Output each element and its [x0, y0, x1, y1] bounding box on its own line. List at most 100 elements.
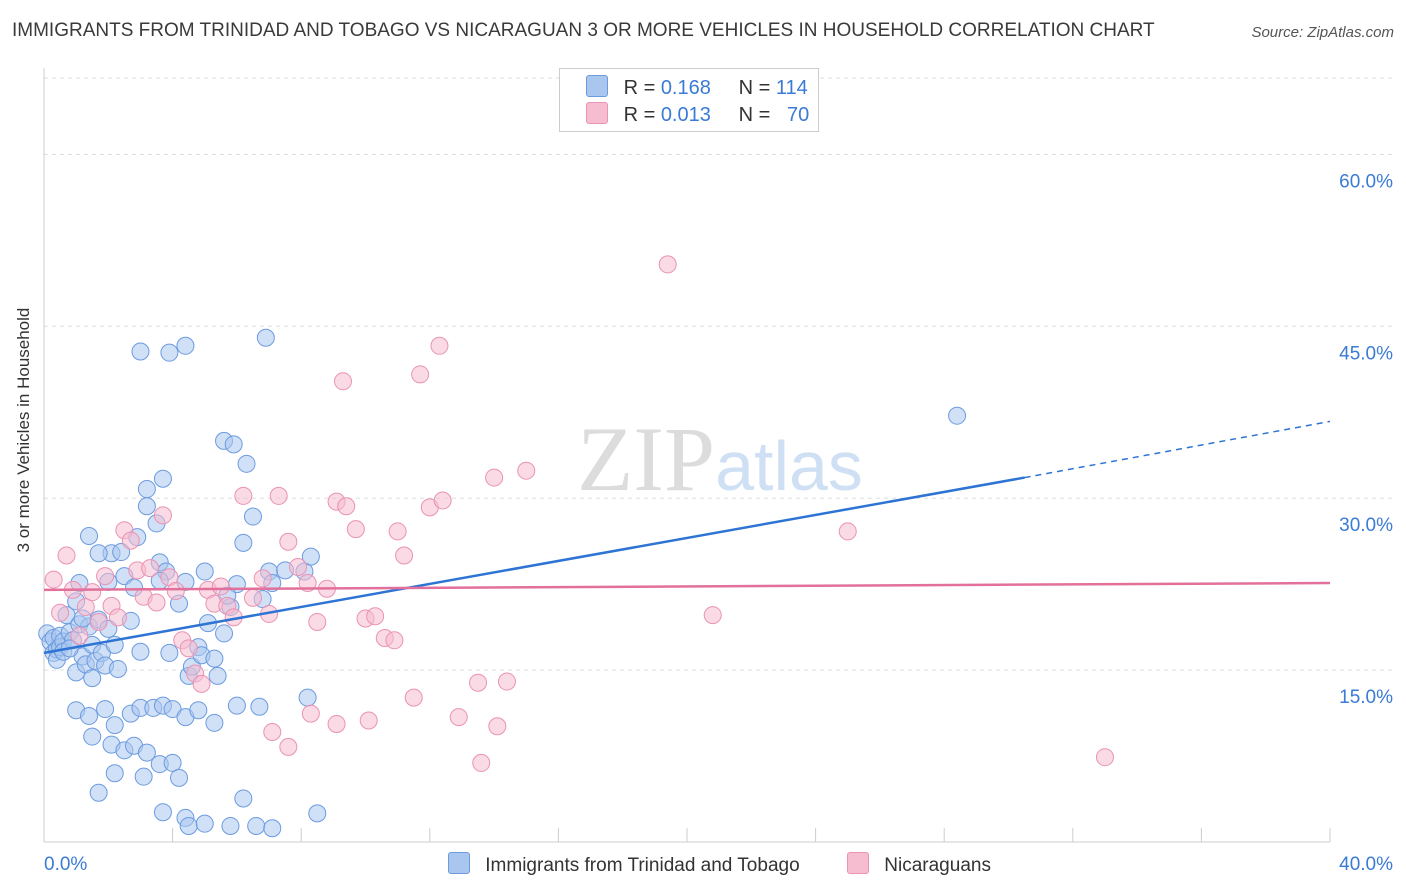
point-trinidad	[234, 789, 253, 808]
point-nicaraguan	[517, 461, 536, 480]
point-nicaraguan	[388, 522, 407, 541]
point-trinidad	[131, 342, 150, 361]
point-nicaraguan	[279, 532, 298, 551]
point-trinidad	[83, 727, 102, 746]
watermark: ZIPatlas	[577, 408, 863, 510]
point-trinidad	[137, 743, 156, 762]
point-nicaraguan	[395, 546, 414, 565]
point-nicaraguan	[337, 497, 356, 516]
point-trinidad	[308, 804, 327, 823]
point-trinidad	[948, 406, 967, 425]
point-nicaraguan	[263, 722, 282, 741]
trend-lines	[43, 420, 1331, 655]
point-trinidad	[176, 336, 195, 355]
point-nicaraguan	[485, 468, 504, 487]
point-trinidad	[83, 669, 102, 688]
point-trinidad	[205, 713, 224, 732]
source-label: Source: ZipAtlas.com	[1251, 24, 1394, 41]
y-tick-label: 60.0%	[1339, 171, 1393, 192]
point-trinidad	[89, 783, 108, 802]
point-nicaraguan	[153, 506, 172, 525]
point-trinidad	[195, 814, 214, 833]
axes	[43, 68, 1331, 843]
bottom-legend-swatch-blue	[448, 852, 470, 874]
point-nicaraguan	[253, 569, 272, 588]
point-trinidad	[80, 706, 99, 725]
point-trinidad	[112, 543, 131, 562]
point-trinidad	[96, 700, 115, 719]
legend-r-label-1: R =	[623, 77, 656, 99]
legend-r-value-1: 0.168	[660, 77, 711, 99]
point-nicaraguan	[488, 717, 507, 736]
point-trinidad	[131, 642, 150, 661]
point-nicaraguan	[76, 598, 95, 617]
point-trinidad	[153, 469, 172, 488]
point-nicaraguan	[359, 711, 378, 730]
point-nicaraguan	[288, 557, 307, 576]
chart-title: IMMIGRANTS FROM TRINIDAD AND TOBAGO VS N…	[12, 20, 1155, 41]
bottom-legend-item-nicaraguans[interactable]: Nicaraguans	[847, 852, 991, 877]
point-nicaraguan	[385, 631, 404, 650]
point-trinidad	[108, 659, 127, 678]
point-nicaraguan	[404, 688, 423, 707]
point-nicaraguan	[430, 336, 449, 355]
legend-swatch-blue	[586, 75, 608, 97]
point-nicaraguan	[234, 486, 253, 505]
point-nicaraguan	[308, 612, 327, 631]
point-trinidad	[137, 497, 156, 516]
stats-legend: R = 0.168 N = 114 R = 0.013 N = 70	[559, 68, 819, 132]
point-nicaraguan	[497, 672, 516, 691]
tick-labels: 15.0% 30.0% 45.0% 60.0% 0.0% 40.0%	[44, 171, 1393, 875]
point-nicaraguan	[211, 577, 230, 596]
point-trinidad	[89, 544, 108, 563]
data-points	[38, 255, 1114, 838]
point-nicaraguan	[333, 372, 352, 391]
grid-lines	[44, 77, 1392, 671]
point-trinidad	[208, 666, 227, 685]
point-nicaraguan	[703, 606, 722, 625]
point-nicaraguan	[166, 582, 185, 601]
point-trinidad	[243, 507, 262, 526]
point-trinidad	[224, 435, 243, 454]
point-trinidad	[160, 643, 179, 662]
point-trinidad	[195, 562, 214, 581]
point-nicaraguan	[243, 588, 262, 607]
point-trinidad	[170, 768, 189, 787]
point-nicaraguan	[327, 714, 346, 733]
point-nicaraguan	[108, 608, 127, 627]
trend-line-nicaraguan	[43, 581, 1331, 592]
y-tick-label: 30.0%	[1339, 515, 1393, 536]
point-trinidad	[301, 547, 320, 566]
point-trinidad	[179, 816, 198, 835]
point-trinidad	[163, 700, 182, 719]
point-nicaraguan	[366, 607, 385, 626]
point-trinidad	[205, 649, 224, 668]
legend-n-label-2: N =	[738, 104, 771, 126]
point-nicaraguan	[301, 704, 320, 723]
legend-r-label-2: R =	[623, 104, 656, 126]
point-nicaraguan	[411, 365, 430, 384]
bottom-legend-item-trinidad[interactable]: Immigrants from Trinidad and Tobago	[448, 852, 800, 877]
point-nicaraguan	[472, 753, 491, 772]
point-trinidad	[105, 764, 124, 783]
trend-line-trinidad	[43, 476, 1025, 655]
point-nicaraguan	[469, 673, 488, 692]
point-nicaraguan	[433, 491, 452, 510]
bottom-legend-label-2: Nicaraguans	[884, 855, 991, 876]
point-nicaraguan	[192, 674, 211, 693]
trend-line-trinidad-extension	[1024, 420, 1331, 479]
x-tick-label-max: 40.0%	[1339, 854, 1393, 875]
point-trinidad	[134, 767, 153, 786]
point-trinidad	[105, 716, 124, 735]
point-trinidad	[221, 816, 240, 835]
y-axis-label: 3 or more Vehicles in Household	[14, 307, 33, 553]
point-trinidad	[247, 816, 266, 835]
point-trinidad	[160, 343, 179, 362]
point-nicaraguan	[96, 567, 115, 586]
point-nicaraguan	[1095, 748, 1114, 767]
x-tick-label-min: 0.0%	[44, 854, 87, 875]
point-nicaraguan	[51, 603, 70, 622]
point-nicaraguan	[279, 737, 298, 756]
point-trinidad	[298, 688, 317, 707]
